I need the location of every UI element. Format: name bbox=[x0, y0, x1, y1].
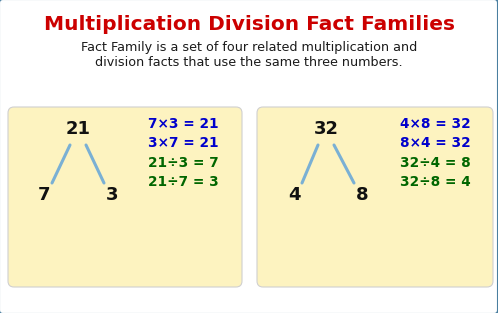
Text: 32÷8 = 4: 32÷8 = 4 bbox=[399, 175, 471, 189]
Text: 7×3 = 21: 7×3 = 21 bbox=[148, 117, 218, 131]
Text: 21÷7 = 3: 21÷7 = 3 bbox=[147, 175, 219, 189]
Text: 21: 21 bbox=[66, 120, 91, 138]
Text: 3×7 = 21: 3×7 = 21 bbox=[148, 136, 218, 150]
Text: 32÷4 = 8: 32÷4 = 8 bbox=[399, 156, 471, 170]
Text: 32: 32 bbox=[314, 120, 339, 138]
Text: 8: 8 bbox=[356, 186, 369, 204]
Text: 21÷3 = 7: 21÷3 = 7 bbox=[147, 156, 219, 170]
Text: Fact Family is a set of four related multiplication and: Fact Family is a set of four related mul… bbox=[81, 41, 417, 54]
Text: division facts that use the same three numbers.: division facts that use the same three n… bbox=[95, 56, 403, 69]
Text: Multiplication Division Fact Families: Multiplication Division Fact Families bbox=[43, 15, 455, 34]
FancyBboxPatch shape bbox=[257, 107, 493, 287]
Text: 8×4 = 32: 8×4 = 32 bbox=[400, 136, 470, 150]
Text: 3: 3 bbox=[106, 186, 118, 204]
Text: 7: 7 bbox=[38, 186, 50, 204]
Text: 4: 4 bbox=[288, 186, 300, 204]
FancyBboxPatch shape bbox=[8, 107, 242, 287]
Text: 4×8 = 32: 4×8 = 32 bbox=[400, 117, 470, 131]
